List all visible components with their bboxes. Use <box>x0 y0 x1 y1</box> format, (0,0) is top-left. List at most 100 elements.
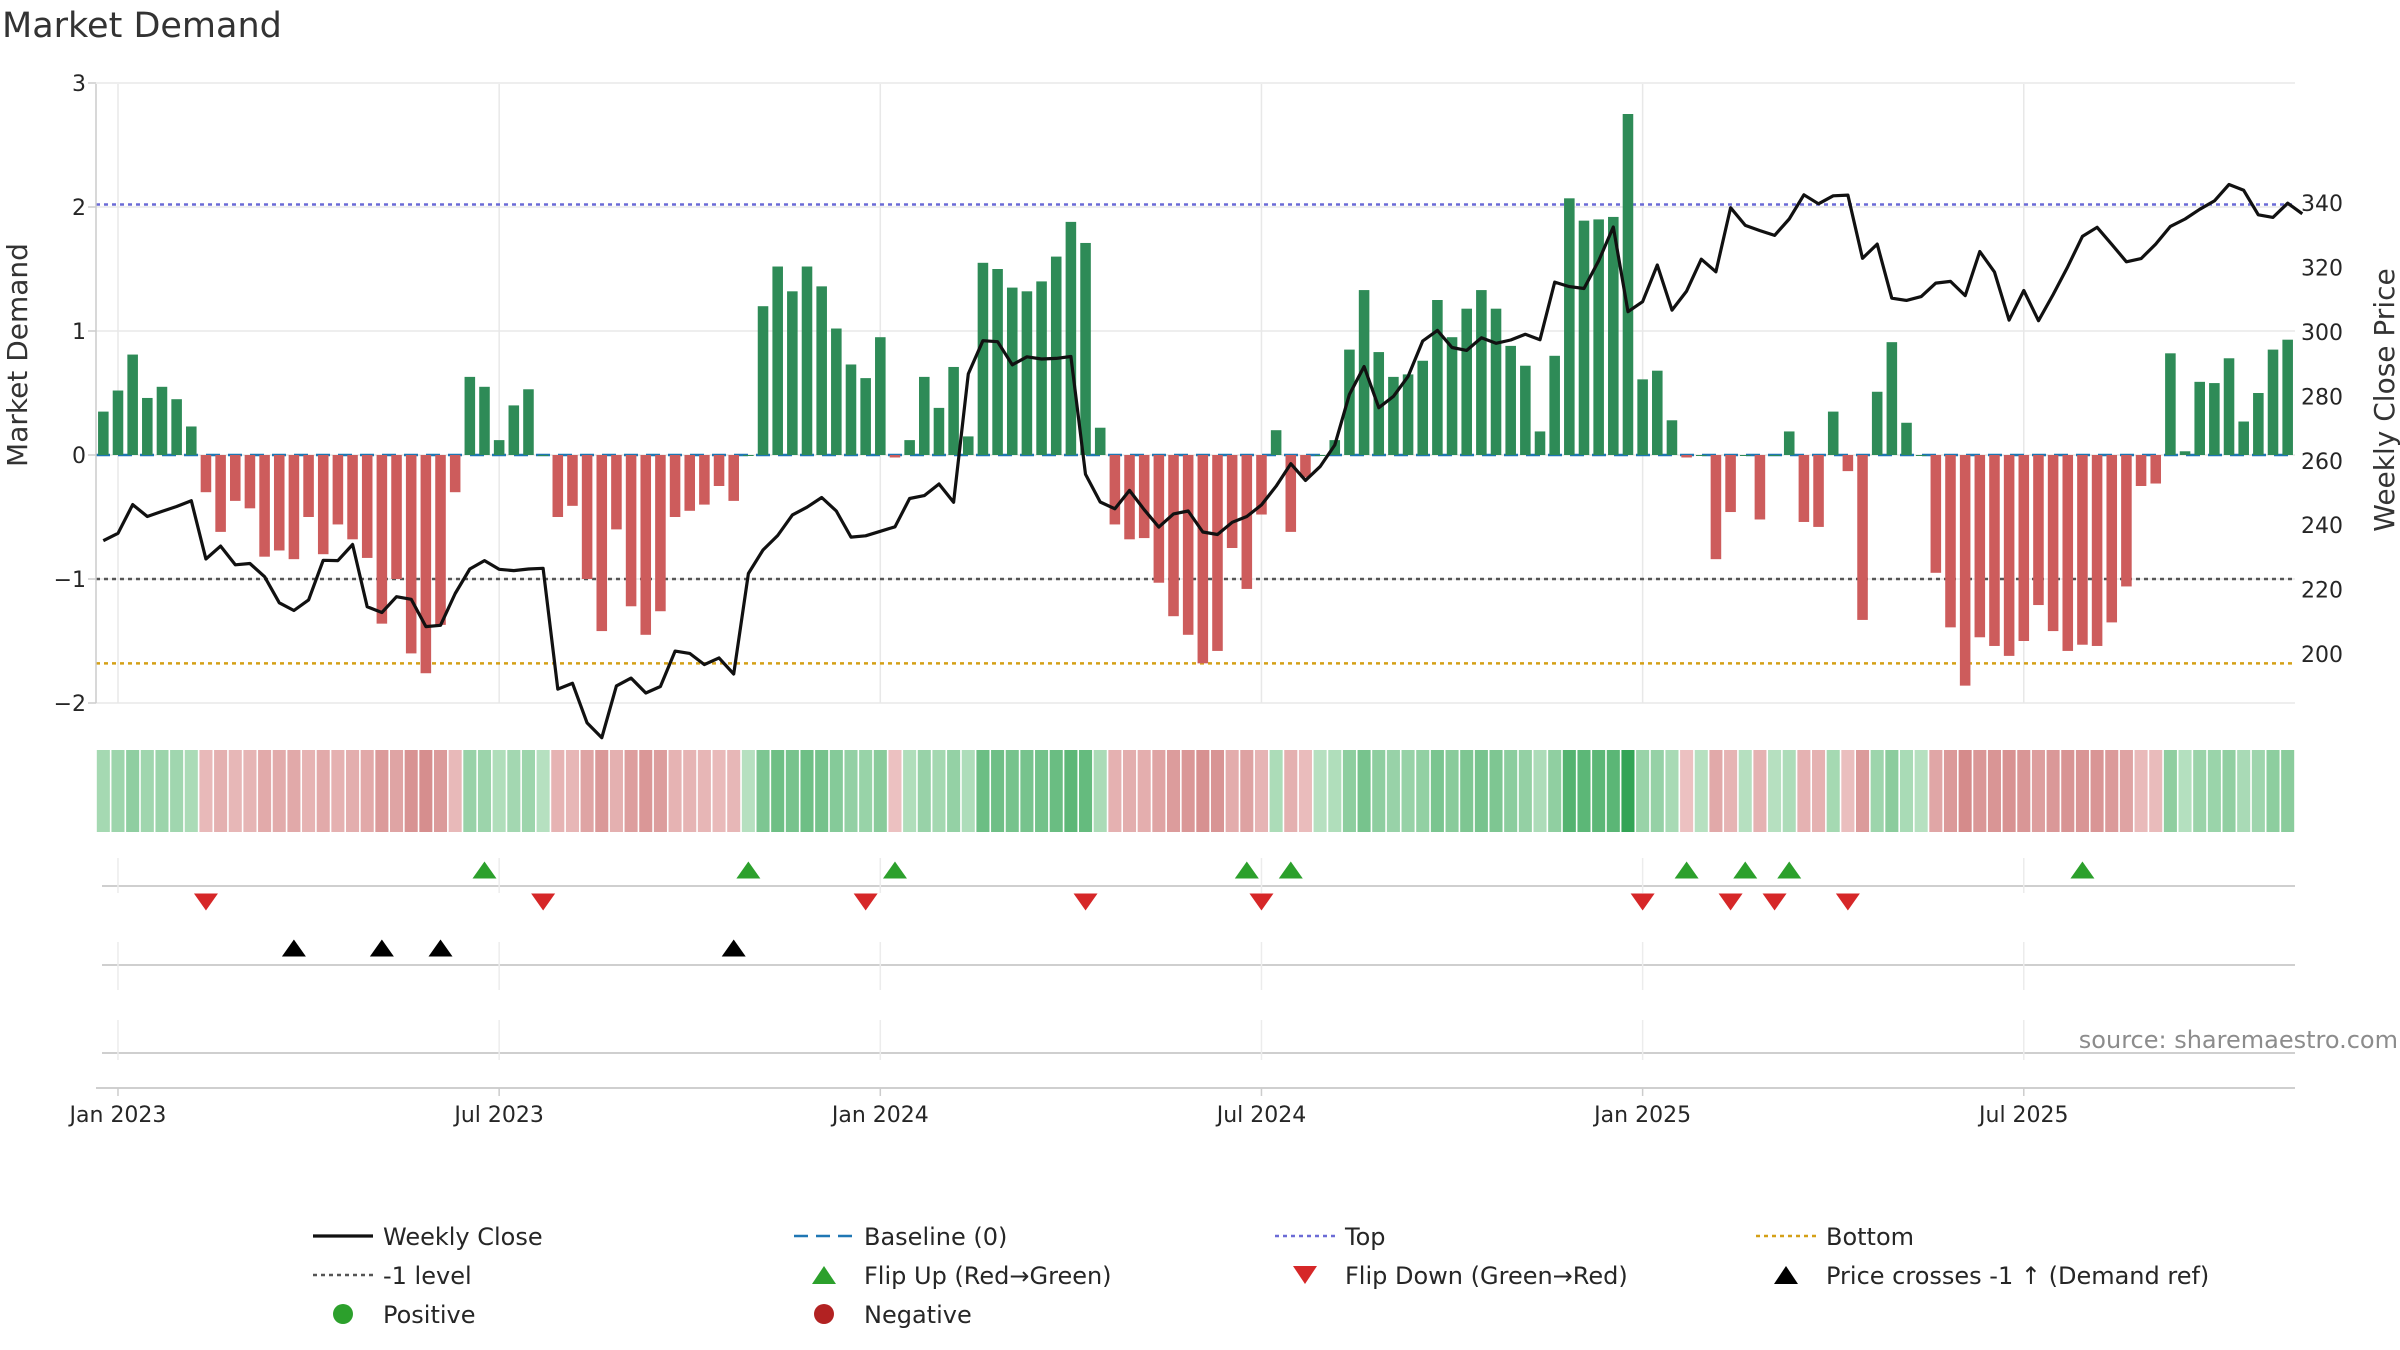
heatmap-cell <box>844 750 858 832</box>
demand-bar <box>1769 455 1780 456</box>
legend-label: Positive <box>383 1301 476 1329</box>
demand-bar <box>215 455 226 532</box>
demand-bar <box>1798 455 1810 522</box>
legend-item: Flip Up (Red→Green) <box>812 1262 1112 1290</box>
demand-bar <box>1959 455 1971 686</box>
price-cross-marker <box>281 939 306 957</box>
legend: Weekly Close Baseline (0) Top Bottom -1 leve… <box>313 1223 2209 1329</box>
heatmap-cell <box>1284 750 1298 832</box>
heatmap-cell <box>1812 750 1826 832</box>
heatmap-cell <box>741 750 755 832</box>
heatmap-cell <box>932 750 946 832</box>
demand-bar <box>2047 455 2059 632</box>
legend-swatch <box>1774 1266 1798 1284</box>
demand-bar <box>1710 455 1722 560</box>
heatmap-cell <box>1929 750 1943 832</box>
heatmap-cell <box>639 750 653 832</box>
demand-bar <box>596 455 608 632</box>
heatmap-cell <box>126 750 140 832</box>
y-tick-label: 3 <box>72 72 86 97</box>
heatmap-cell <box>1504 750 1518 832</box>
demand-bar <box>1124 455 1135 540</box>
heatmap-cell <box>375 750 389 832</box>
chart-title: Market Demand <box>2 6 282 46</box>
demand-bar <box>1446 337 1458 455</box>
heatmap-cell <box>1621 750 1635 832</box>
demand-bar <box>2223 358 2235 455</box>
heatmap-cell <box>2222 750 2236 832</box>
heatmap-cell <box>1914 750 1928 832</box>
legend-label: Top <box>1344 1223 1386 1251</box>
demand-bar <box>1681 455 1692 458</box>
demand-bar <box>1534 431 1546 455</box>
demand-bar <box>332 455 344 525</box>
heatmap-cell <box>1518 750 1532 832</box>
reference-lines <box>96 203 2295 665</box>
heatmap-cell <box>595 750 609 832</box>
demand-bar <box>1021 291 1033 455</box>
demand-bar <box>919 376 930 455</box>
heatmap-cell <box>155 750 169 832</box>
demand-bar <box>1901 422 1912 455</box>
heatmap-cell <box>1313 750 1327 832</box>
y-tick-label: 0 <box>72 444 86 469</box>
heatmap-cell <box>507 750 521 832</box>
heatmap-cell <box>2281 750 2295 832</box>
heatmap-cell <box>199 750 213 832</box>
demand-bar <box>98 411 109 455</box>
demand-bar <box>1622 114 1634 455</box>
heatmap-cell <box>433 750 448 832</box>
y2-tick-label: 220 <box>2301 579 2343 604</box>
demand-bar <box>391 455 402 579</box>
legend-item: Bottom <box>1756 1223 1914 1251</box>
heatmap-cell <box>1885 750 1899 832</box>
demand-bar <box>1695 455 1707 456</box>
x-tick-label: Jul 2024 <box>1215 1103 1307 1128</box>
heatmap-cell <box>1738 750 1752 832</box>
legend-swatch <box>333 1304 353 1324</box>
heatmap-cell <box>873 750 887 832</box>
heatmap-cell <box>1856 750 1870 832</box>
heatmap-cell <box>1562 750 1576 832</box>
x-tick-label: Jul 2023 <box>452 1103 544 1128</box>
x-tick-label: Jul 2025 <box>1977 1103 2069 1128</box>
heatmap-cell <box>580 750 594 832</box>
legend-item: Weekly Close <box>313 1223 543 1251</box>
demand-bar <box>787 291 798 455</box>
flip-down-marker <box>1718 893 1743 911</box>
heatmap-cell <box>2119 750 2133 832</box>
demand-bar <box>2077 455 2088 645</box>
demand-bar <box>464 376 476 455</box>
heatmap-cell <box>551 750 565 832</box>
demand-bar <box>728 455 739 501</box>
heatmap-cell <box>1357 750 1371 832</box>
legend-label: Baseline (0) <box>864 1223 1007 1251</box>
demand-bar <box>142 397 153 455</box>
heatmap-cell <box>727 750 741 832</box>
heatmap-cell <box>683 750 697 832</box>
heatmap-cell <box>1958 750 1972 832</box>
heatmap-cell <box>624 750 638 832</box>
heatmap-cell <box>1137 750 1151 832</box>
flip-down-marker <box>193 893 218 911</box>
demand-bar <box>112 390 124 455</box>
heatmap-cell <box>1079 750 1093 832</box>
heatmap-cell <box>272 750 286 832</box>
demand-bar <box>1593 219 1604 455</box>
heatmap-cell <box>1724 750 1738 832</box>
heatmap-cell <box>1372 750 1386 832</box>
heatmap-cell <box>2002 750 2016 832</box>
demand-bar <box>1182 455 1194 635</box>
heatmap-cell <box>2149 750 2163 832</box>
demand-bar <box>552 455 564 517</box>
legend-item: Top <box>1275 1223 1386 1251</box>
y-tick-label: −1 <box>54 568 86 593</box>
flip-up-marker <box>736 861 761 879</box>
heatmap-cell <box>184 750 198 832</box>
legend-swatch <box>1293 1266 1317 1284</box>
heatmap-cell <box>1108 750 1122 832</box>
demand-bar <box>1945 455 1956 628</box>
demand-bar <box>347 455 358 540</box>
heatmap-cell <box>815 750 829 832</box>
heatmap-cell <box>1196 750 1210 832</box>
